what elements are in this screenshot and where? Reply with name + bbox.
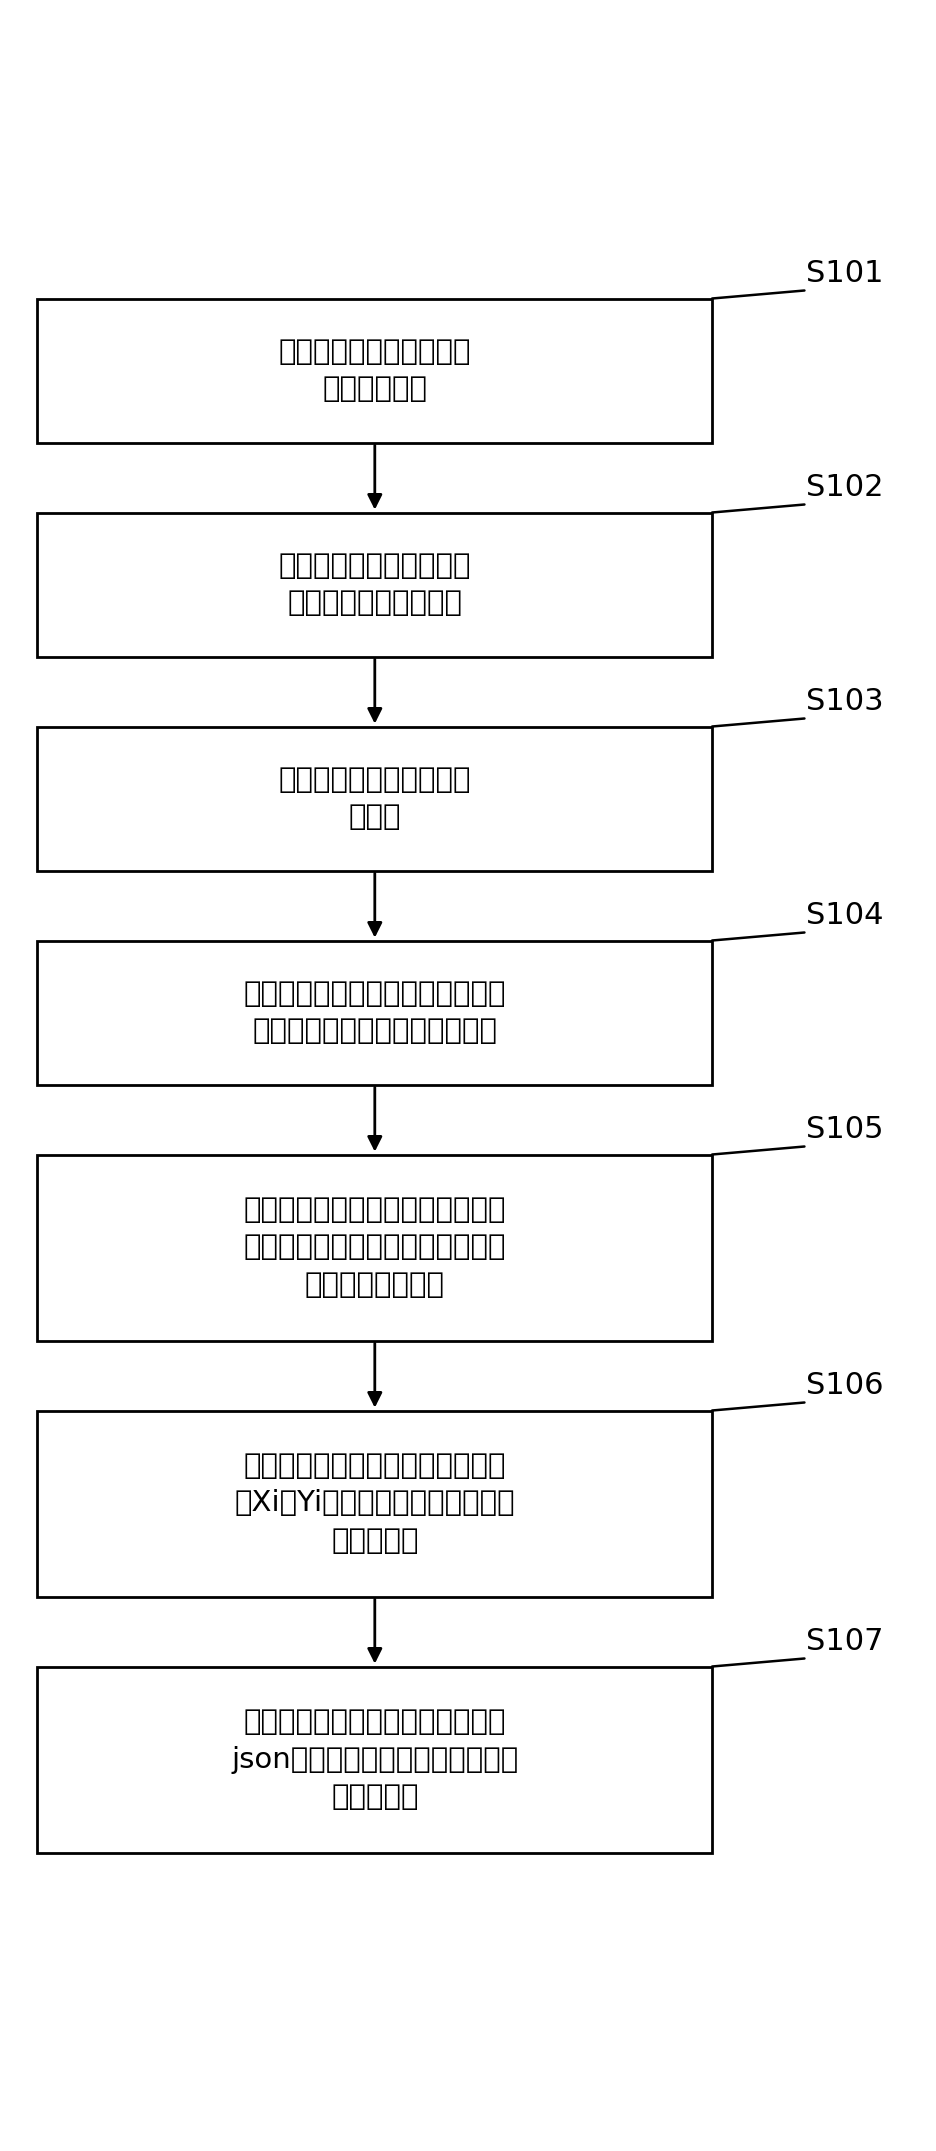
Bar: [37, 299, 711, 443]
Text: S106: S106: [806, 1372, 883, 1400]
Text: 将上述所有轴系振动特征值打包成
json文件，通过互联网将数据发送
至远程平台: 将上述所有轴系振动特征值打包成 json文件，通过互联网将数据发送 至远程平台: [231, 1708, 518, 1811]
Text: S105: S105: [806, 1116, 883, 1144]
Text: S103: S103: [806, 688, 884, 716]
Bar: [37, 1411, 711, 1596]
Text: 采集并记录汽轮机轴不同
振动点的原始振动信号: 采集并记录汽轮机轴不同 振动点的原始振动信号: [278, 551, 471, 617]
Bar: [37, 512, 711, 656]
Text: 利用每一组振动点的等角度重采样
结果，分别计算其平均轴心轨迹: 利用每一组振动点的等角度重采样 结果，分别计算其平均轴心轨迹: [243, 979, 505, 1045]
Text: S104: S104: [806, 901, 883, 931]
Text: 采集并记录汽轮机轴转动
键相脉冲信号: 采集并记录汽轮机轴转动 键相脉冲信号: [278, 338, 471, 404]
Text: 对原始振动数据进行软件
重采样: 对原始振动数据进行软件 重采样: [278, 766, 471, 832]
Text: S107: S107: [806, 1628, 883, 1656]
Bar: [37, 1155, 711, 1340]
Bar: [37, 940, 711, 1084]
Bar: [37, 1667, 711, 1852]
Text: S101: S101: [806, 260, 883, 288]
Text: 利用每一组振动点的等时间间隔重
采样结果，分别计算其平均频谱和
各倍频的能量分布: 利用每一组振动点的等时间间隔重 采样结果，分别计算其平均频谱和 各倍频的能量分布: [243, 1196, 505, 1299]
Text: S102: S102: [806, 473, 883, 503]
Bar: [37, 727, 711, 871]
Text: 分别利用每组监测点的原始振动信
号Xi和Yi计算常用汽轮机轴系振动
时域特征值: 分别利用每组监测点的原始振动信 号Xi和Yi计算常用汽轮机轴系振动 时域特征值: [234, 1452, 515, 1555]
